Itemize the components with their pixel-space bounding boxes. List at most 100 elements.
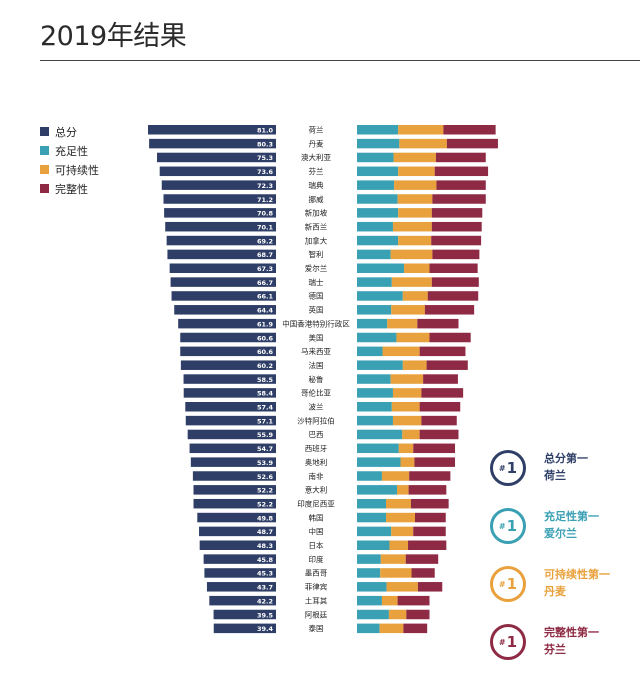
sustainability-segment — [402, 360, 427, 370]
adequacy-segment — [357, 471, 382, 481]
adequacy-segment — [357, 166, 399, 177]
sustainability-segment — [387, 318, 418, 329]
country-label: 韩国 — [309, 512, 324, 522]
sustainability-segment — [393, 152, 436, 163]
country-label: 智利 — [309, 249, 324, 259]
sustainability-segment — [399, 138, 447, 149]
total-score-bar — [213, 623, 276, 634]
integrity-segment — [408, 485, 447, 495]
total-score-label: 39.4 — [257, 625, 274, 633]
rank-country: 爱尔兰 — [544, 527, 577, 540]
legend-swatch — [40, 184, 49, 193]
sustainability-segment — [381, 595, 398, 606]
rank-badge-number: 1 — [506, 517, 518, 535]
adequacy-segment — [357, 485, 398, 495]
country-label: 瑞士 — [309, 277, 324, 287]
total-score-label: 39.5 — [257, 611, 274, 619]
country-label: 英国 — [309, 305, 324, 315]
adequacy-segment — [357, 526, 392, 537]
sustainability-segment — [386, 582, 418, 592]
integrity-segment — [414, 457, 456, 467]
total-score-bar — [149, 138, 276, 149]
total-score-label: 52.2 — [257, 500, 273, 508]
rank-badge-icon: #1 — [490, 450, 526, 486]
legend-swatch — [40, 165, 49, 174]
integrity-segment — [409, 471, 451, 481]
country-label: 菲律宾 — [305, 582, 328, 592]
total-score-label: 53.9 — [257, 459, 274, 467]
adequacy-segment — [357, 125, 399, 135]
rank-badge-number: 1 — [506, 575, 518, 593]
total-score-label: 52.6 — [257, 473, 274, 481]
integrity-segment — [421, 415, 457, 426]
total-score-bar — [204, 568, 276, 578]
country-label: 墨西哥 — [305, 569, 328, 578]
adequacy-segment — [357, 180, 395, 190]
integrity-segment — [432, 249, 480, 260]
integrity-segment — [417, 318, 459, 329]
adequacy-segment — [357, 332, 397, 343]
integrity-segment — [415, 512, 446, 523]
country-label: 荷兰 — [309, 125, 324, 135]
total-score-label: 43.7 — [257, 584, 273, 592]
total-score-label: 71.2 — [257, 196, 273, 204]
country-label: 巴西 — [309, 430, 324, 439]
total-score-label: 54.7 — [257, 445, 273, 453]
legend-item-total: 总分 — [40, 124, 99, 139]
total-score-bar — [192, 471, 276, 481]
country-label: 芬兰 — [309, 166, 324, 176]
total-score-label: 60.6 — [257, 334, 274, 342]
total-score-bar — [163, 194, 276, 204]
country-label: 意大利 — [305, 485, 328, 495]
integrity-segment — [436, 180, 486, 190]
total-score-bar — [183, 388, 276, 398]
total-score-label: 66.1 — [257, 293, 274, 301]
total-score-bar — [169, 263, 276, 273]
sustainability-segment — [391, 305, 425, 315]
integrity-segment — [421, 388, 464, 398]
sustainability-segment — [398, 443, 414, 454]
rank-badge-number: 1 — [506, 459, 518, 477]
legend-swatch — [40, 146, 49, 155]
sustainability-segment — [398, 208, 432, 218]
rank-country: 芬兰 — [544, 643, 566, 656]
integrity-segment — [431, 208, 483, 218]
total-score-bar — [170, 277, 276, 287]
rank-badge-number: 1 — [506, 633, 518, 651]
country-label: 法国 — [309, 360, 324, 370]
integrity-segment — [443, 125, 496, 135]
total-score-label: 72.3 — [257, 182, 273, 190]
country-label: 日本 — [309, 540, 324, 550]
sustainability-segment — [381, 471, 410, 481]
adequacy-segment — [357, 208, 399, 218]
total-score-label: 58.4 — [257, 390, 274, 398]
total-score-bar — [199, 526, 276, 537]
country-label: 爱尔兰 — [305, 263, 328, 273]
integrity-segment — [435, 152, 486, 163]
integrity-segment — [410, 498, 449, 509]
rank-badge-icon: #1 — [490, 508, 526, 544]
country-label: 哥伦比亚 — [301, 388, 331, 398]
total-score-label: 58.5 — [257, 376, 274, 384]
total-score-bar — [148, 125, 276, 135]
adequacy-segment — [357, 388, 393, 398]
integrity-segment — [429, 263, 478, 273]
country-label: 美国 — [309, 332, 324, 342]
rank-title: 充足性第一 — [544, 510, 599, 523]
sustainability-segment — [398, 235, 432, 246]
sustainability-segment — [396, 332, 430, 343]
sustainability-segment — [390, 374, 424, 384]
sustainability-segment — [386, 512, 415, 523]
country-label: 加拿大 — [305, 235, 328, 245]
total-score-label: 70.8 — [257, 210, 274, 218]
total-score-bar — [159, 166, 276, 177]
total-score-bar — [209, 595, 276, 606]
adequacy-segment — [357, 498, 386, 509]
total-score-bar — [185, 402, 276, 412]
sustainability-segment — [394, 180, 437, 190]
total-score-bar — [174, 305, 276, 315]
total-score-bar — [180, 360, 276, 370]
sustainability-segment — [391, 277, 432, 287]
integrity-segment — [411, 568, 435, 578]
total-score-label: 69.2 — [257, 237, 273, 245]
